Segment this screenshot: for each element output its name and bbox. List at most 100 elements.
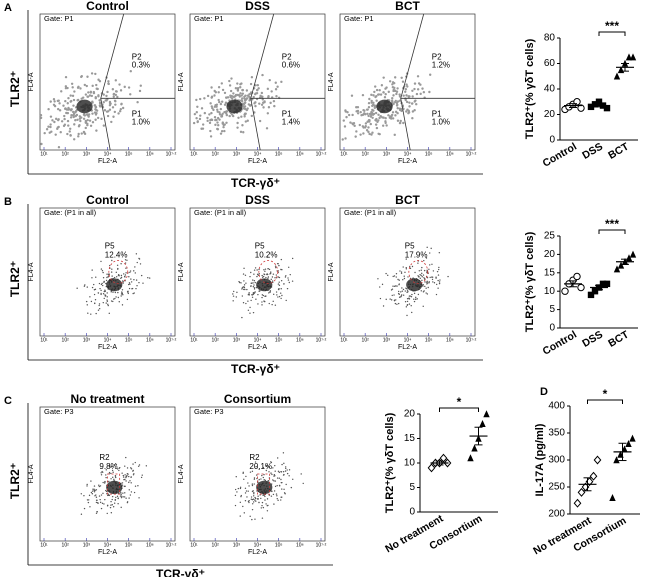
- event-dot: [214, 118, 217, 122]
- event-dot: [271, 280, 274, 282]
- event-dot: [98, 485, 101, 488]
- event-dot: [250, 282, 252, 284]
- flow-x-label: FL2-A: [248, 344, 267, 351]
- event-dot: [404, 301, 407, 303]
- event-dot: [261, 301, 263, 303]
- event-dot: [133, 491, 136, 494]
- event-dot: [392, 285, 394, 287]
- flow-gate: Gate: P1: [344, 14, 374, 23]
- event-dot: [248, 485, 250, 487]
- event-dot: [72, 112, 76, 116]
- event-dot: [100, 283, 103, 286]
- flow-tick: 10¹: [190, 337, 198, 343]
- event-dot: [51, 119, 54, 122]
- event-dot: [404, 290, 406, 292]
- event-dot: [385, 272, 387, 275]
- event-dot: [385, 86, 388, 89]
- event-dot: [111, 504, 113, 506]
- event-dot: [417, 275, 419, 277]
- event-dot: [349, 121, 352, 124]
- event-dot: [72, 98, 76, 102]
- event-dot: [110, 120, 113, 124]
- data-point: [603, 280, 611, 288]
- flow-x-label: FL2-A: [398, 344, 417, 351]
- event-dot: [113, 298, 115, 300]
- event-dot: [262, 494, 264, 497]
- event-dot: [252, 292, 255, 294]
- event-dot: [122, 492, 124, 494]
- event-dot: [284, 466, 287, 468]
- event-dot: [261, 504, 263, 507]
- event-dot: [431, 278, 434, 281]
- event-dot: [436, 270, 439, 273]
- event-dot: [137, 485, 139, 487]
- event-dot: [121, 292, 123, 295]
- event-dot: [425, 287, 427, 289]
- event-dot: [39, 114, 43, 117]
- event-dot: [370, 93, 373, 97]
- event-dot: [241, 288, 243, 290]
- event-dot: [391, 86, 395, 89]
- event-dot: [86, 286, 89, 288]
- event-dot: [431, 263, 433, 265]
- event-dot: [91, 269, 93, 271]
- event-dot: [292, 478, 294, 480]
- event-dot: [351, 113, 354, 117]
- event-dot: [248, 95, 251, 99]
- event-core: [256, 480, 273, 495]
- event-dot: [129, 494, 132, 496]
- event-dot: [251, 508, 254, 511]
- event-dot: [112, 115, 115, 118]
- event-dot: [104, 289, 106, 291]
- flow-tick: 10⁷·²: [466, 337, 477, 343]
- event-dot: [391, 117, 395, 120]
- event-dot: [272, 273, 275, 275]
- event-dot: [62, 124, 66, 128]
- event-dot: [59, 131, 62, 134]
- event-dot: [249, 82, 253, 86]
- event-dot: [263, 273, 265, 275]
- event-dot: [252, 498, 255, 500]
- event-dot: [90, 72, 94, 75]
- event-dot: [66, 119, 70, 123]
- event-dot: [270, 472, 272, 474]
- event-dot: [264, 270, 266, 273]
- event-dot: [106, 300, 109, 302]
- event-dot: [417, 262, 419, 264]
- event-dot: [384, 120, 387, 123]
- event-dot: [433, 282, 436, 284]
- event-dot: [400, 272, 403, 274]
- event-dot: [95, 494, 97, 496]
- event-dot: [261, 95, 264, 98]
- event-dot: [125, 475, 128, 478]
- event-dot: [96, 499, 98, 501]
- event-dot: [437, 279, 439, 282]
- event-dot: [72, 138, 76, 141]
- event-dot: [95, 276, 97, 278]
- event-dot: [128, 282, 131, 284]
- event-dot: [117, 112, 120, 115]
- event-dot: [129, 69, 132, 73]
- event-dot: [96, 116, 100, 120]
- gate-percent: 9.8%: [99, 462, 117, 471]
- event-dot: [64, 75, 68, 79]
- event-dot: [100, 494, 103, 496]
- event-dot: [103, 109, 107, 112]
- event-dot: [255, 298, 257, 300]
- event-dot: [134, 272, 136, 274]
- data-point: [439, 453, 448, 463]
- event-dot: [435, 283, 438, 286]
- event-dot: [102, 93, 105, 96]
- event-dot: [114, 103, 117, 106]
- event-dot: [256, 84, 260, 87]
- event-dot: [223, 91, 227, 95]
- event-dot: [248, 501, 250, 504]
- event-dot: [208, 113, 211, 116]
- flow-y-label: FL4-A: [178, 464, 185, 483]
- event-dot: [406, 300, 409, 303]
- event-dot: [87, 501, 90, 504]
- event-dot: [413, 300, 416, 303]
- event-dot: [438, 251, 441, 254]
- event-dot: [240, 99, 243, 102]
- event-dot: [394, 89, 397, 93]
